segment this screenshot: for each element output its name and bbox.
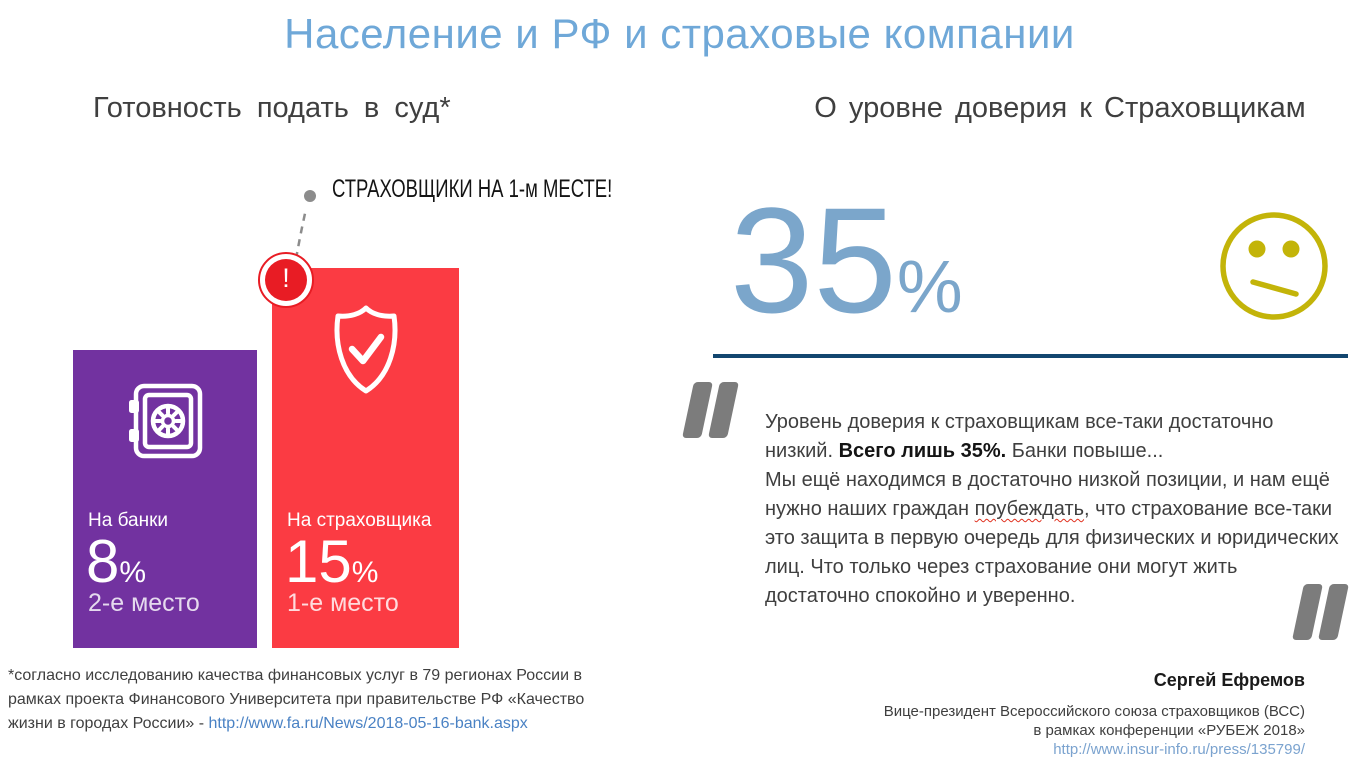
trust-stat: 35% bbox=[730, 185, 963, 335]
bar-rank: 1-е место bbox=[287, 589, 399, 617]
quote-text: Уровень доверия к страховщикам все-таки … bbox=[765, 408, 1340, 611]
author-name: Сергей Ефремов bbox=[1153, 670, 1305, 690]
right-section-heading: О уровне доверия к Страховщикам bbox=[814, 92, 1306, 124]
percent-sign: % bbox=[351, 556, 379, 589]
footnote-link[interactable]: http://www.fa.ru/News/2018-05-16-bank.as… bbox=[208, 715, 528, 732]
stat-value: 35 bbox=[730, 176, 897, 344]
neutral-smiley-icon bbox=[1220, 212, 1328, 320]
quote-segment: , что страхование все-таки это защита в … bbox=[765, 498, 1339, 607]
quote-segment: Мы ещё находимся в достаточно низкой поз… bbox=[765, 469, 1330, 520]
bar-value: 8% bbox=[86, 528, 147, 595]
bar-banks: На банки 8% 2-е место bbox=[73, 350, 257, 648]
open-quote-icon bbox=[682, 382, 739, 438]
quote-segment: Уровень доверия к страховщикам все-таки … bbox=[765, 411, 1274, 462]
shield-check-icon bbox=[334, 305, 397, 394]
stat-percent-sign: % bbox=[896, 245, 963, 328]
left-section-heading: Готовность подать в суд* bbox=[93, 92, 451, 124]
author-role: Вице-президент Всероссийского союза стра… bbox=[883, 703, 1305, 720]
bar-label: На банки bbox=[88, 510, 168, 531]
bar-rank: 2-е место bbox=[88, 589, 200, 617]
percent-sign: % bbox=[119, 556, 147, 589]
alert-exclamation-icon: ! bbox=[258, 252, 314, 308]
alert-mark: ! bbox=[265, 259, 307, 301]
bar-value: 15% bbox=[285, 528, 379, 595]
quote-segment-misspelled: поубеждать bbox=[974, 498, 1085, 520]
quote-segment: Банки повыше... bbox=[1011, 440, 1164, 462]
author-source-link[interactable]: http://www.insur-info.ru/press/135799/ bbox=[1053, 741, 1305, 758]
footnote-text: *согласно исследованию качества финансов… bbox=[8, 667, 585, 732]
author-context: в рамках конференции «РУБЕЖ 2018» bbox=[1033, 722, 1305, 739]
divider-line bbox=[713, 354, 1348, 358]
callout-annotation: СТРАХОВЩИКИ НА 1-м МЕСТЕ! bbox=[332, 175, 613, 203]
quote-segment-bold: Всего лишь 35%. bbox=[838, 440, 1007, 462]
page-title: Население и РФ и страховые компании bbox=[284, 10, 1075, 57]
safe-icon bbox=[129, 383, 203, 459]
close-quote-icon bbox=[1292, 584, 1349, 640]
bar-insurers: На страховщика 15% 1-е место bbox=[272, 268, 459, 648]
quote-attribution: Сергей Ефремов Вице-президент Всероссийс… bbox=[884, 670, 1305, 759]
bar-label: На страховщика bbox=[287, 510, 432, 531]
footnote: *согласно исследованию качества финансов… bbox=[8, 664, 590, 736]
